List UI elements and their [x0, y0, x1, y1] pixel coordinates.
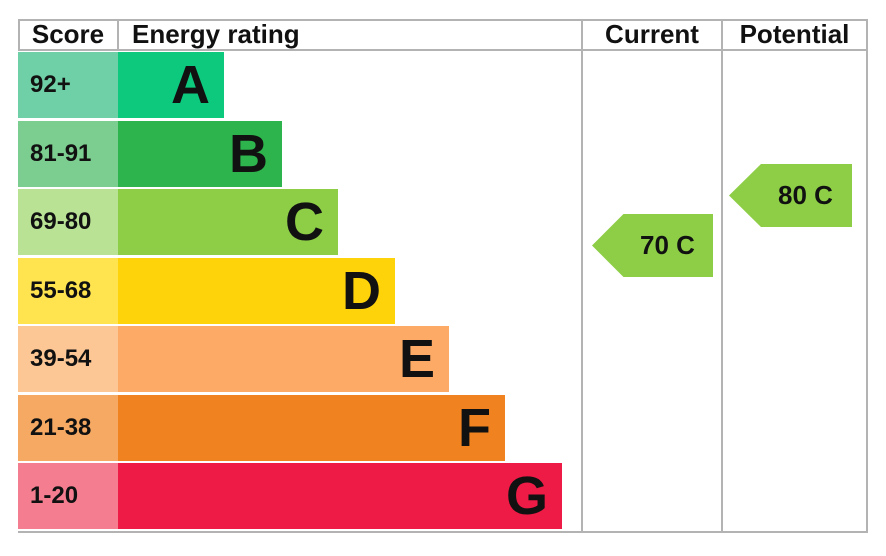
- rating-row-b: 81-91 B: [18, 120, 868, 187]
- table-right-border: [866, 19, 868, 533]
- rating-row-d: 55-68 D: [18, 257, 868, 324]
- divider-energy-current: [581, 19, 583, 533]
- score-range-f: 21-38: [18, 394, 118, 461]
- rating-bar-a: A: [118, 52, 224, 118]
- rating-bar-c: C: [118, 189, 338, 255]
- divider-score-energy: [117, 19, 119, 51]
- rating-bar-g: G: [118, 463, 562, 529]
- table-top-border: [18, 19, 868, 21]
- score-range-b: 81-91: [18, 120, 118, 187]
- grade-letter-b: B: [229, 123, 268, 184]
- header-left-border: [18, 19, 20, 51]
- rating-bar-d: D: [118, 257, 395, 324]
- rating-row-f: 21-38 F: [18, 394, 868, 461]
- table-bottom-border: [18, 531, 868, 533]
- score-range-g: 1-20: [18, 463, 118, 529]
- score-range-d: 55-68: [18, 257, 118, 324]
- column-header-current: Current: [605, 19, 699, 49]
- rating-row-c: 69-80 C: [18, 189, 868, 255]
- rating-bar-e: E: [118, 326, 449, 392]
- header-bottom-border: [18, 49, 868, 51]
- grade-letter-c: C: [285, 192, 324, 252]
- grade-letter-g: G: [505, 466, 548, 526]
- column-header-potential: Potential: [739, 19, 850, 49]
- score-range-c: 69-80: [18, 189, 118, 255]
- rating-bar-f: F: [118, 394, 505, 461]
- column-header-score: Score: [31, 19, 105, 49]
- rating-row-a: 92+ A: [18, 52, 868, 118]
- divider-current-potential: [721, 19, 723, 533]
- score-range-e: 39-54: [18, 326, 118, 392]
- score-range-a: 92+: [18, 52, 118, 118]
- grade-letter-f: F: [458, 397, 491, 458]
- rating-row-e: 39-54 E: [18, 326, 868, 392]
- column-header-energy-rating: Energy rating: [132, 19, 300, 49]
- grade-letter-d: D: [342, 260, 381, 321]
- rating-row-g: 1-20 G: [18, 463, 868, 529]
- rating-bar-b: B: [118, 120, 282, 187]
- grade-letter-e: E: [398, 329, 435, 389]
- rating-rows: 92+ A 81-91 B 69-80 C 55-68 D 39-54 E 21-38 F …: [18, 52, 868, 532]
- grade-letter-a: A: [171, 55, 210, 115]
